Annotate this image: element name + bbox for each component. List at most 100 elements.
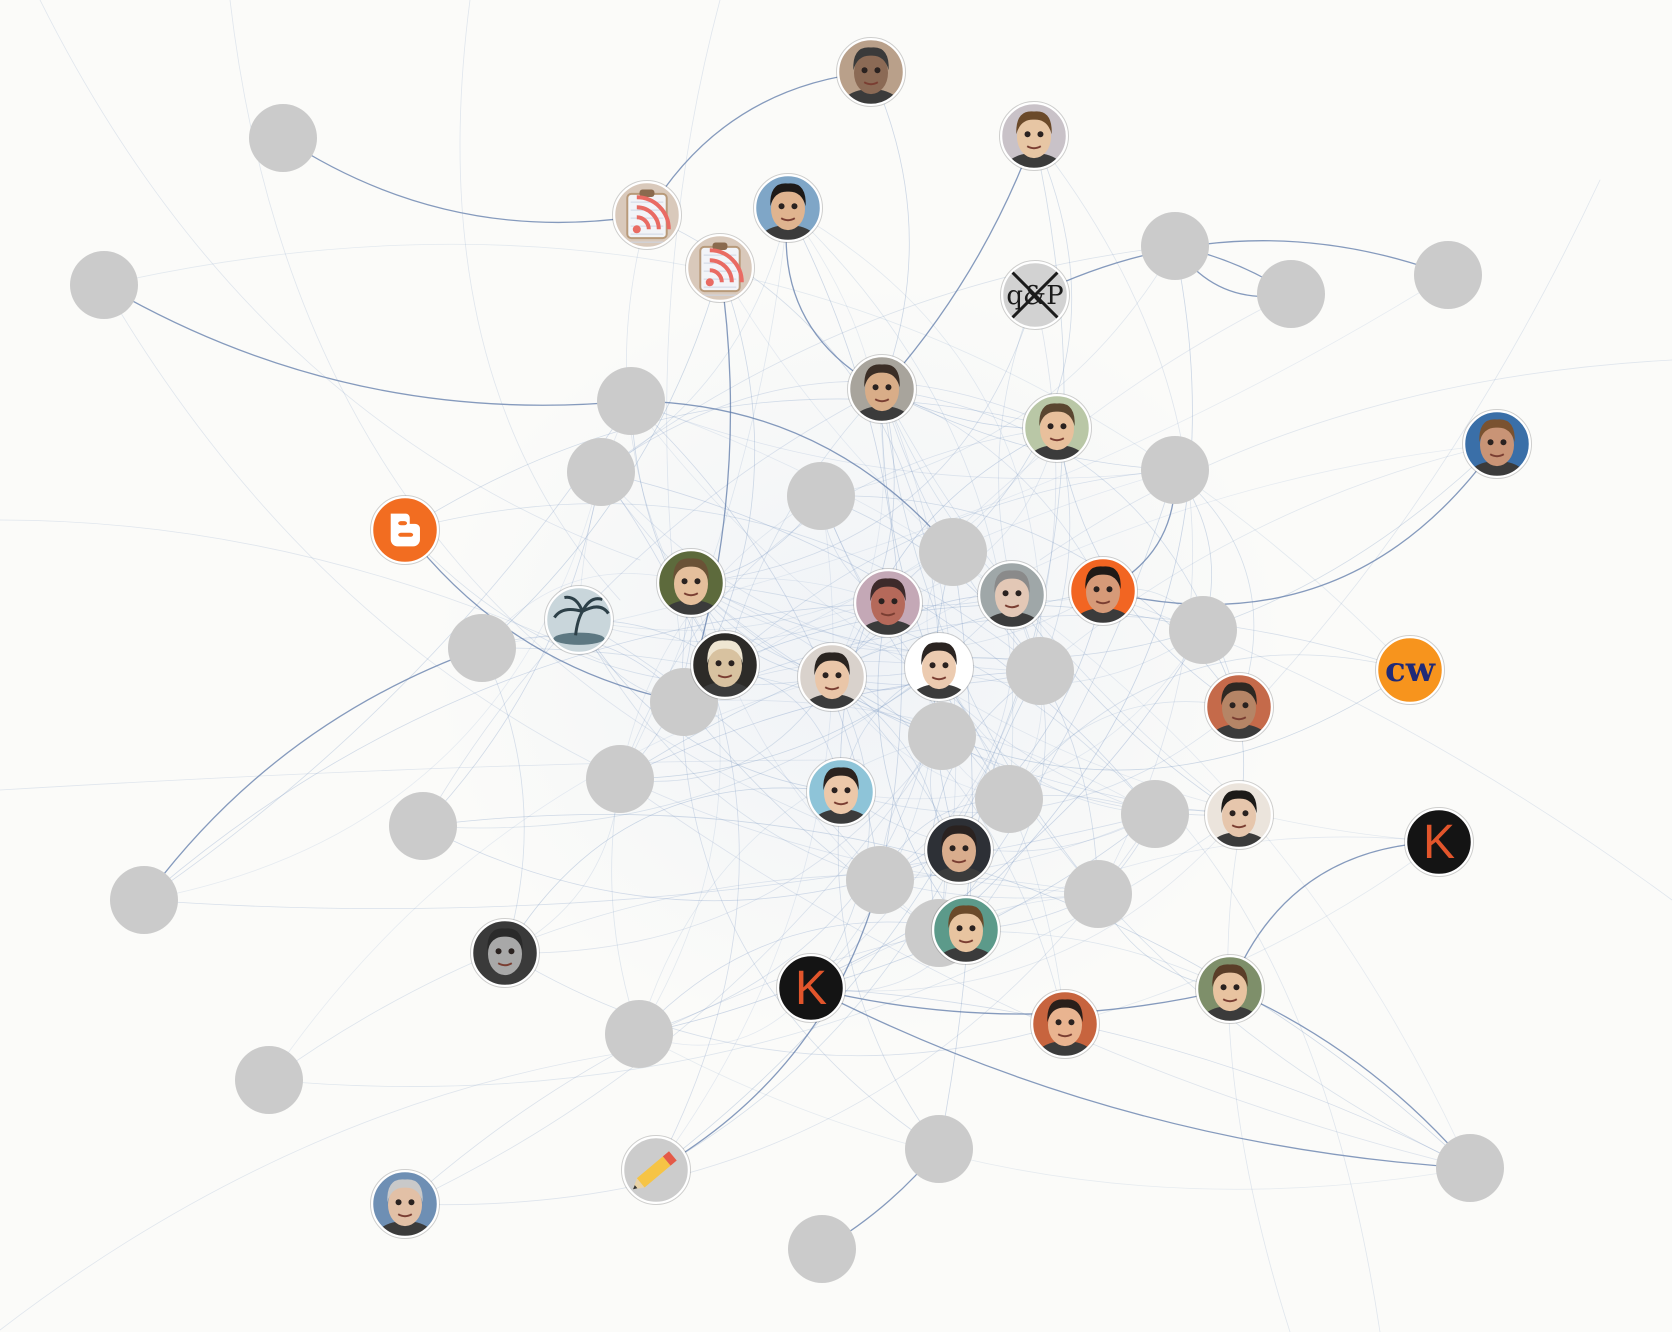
graph-edge xyxy=(404,735,943,1205)
placeholder-node[interactable] xyxy=(1436,1134,1504,1202)
placeholder-node[interactable] xyxy=(597,367,665,435)
graph-edge xyxy=(831,676,945,934)
pencil-node[interactable] xyxy=(621,1135,691,1205)
graph-edge xyxy=(881,135,1035,390)
graph-edge xyxy=(404,529,833,686)
graph-edge xyxy=(1008,654,1411,800)
graph-edge xyxy=(655,879,881,1171)
graph-edge xyxy=(655,135,1065,1171)
graph-edge xyxy=(941,735,1240,816)
placeholder-node[interactable] xyxy=(605,1000,673,1068)
avatar-node[interactable] xyxy=(1068,556,1138,651)
graph-edge xyxy=(881,388,1104,592)
graph-edge xyxy=(422,471,602,827)
placeholder-node[interactable] xyxy=(389,792,457,860)
avatar-node[interactable] xyxy=(690,630,760,725)
avatar-node[interactable] xyxy=(753,173,823,268)
graph-edge xyxy=(143,813,1156,910)
placeholder-node[interactable] xyxy=(1257,260,1325,328)
placeholder-node[interactable] xyxy=(1169,596,1237,664)
k-logo-node[interactable]: K xyxy=(776,953,846,1023)
graph-edge xyxy=(404,813,1156,1206)
placeholder-circle xyxy=(605,1000,673,1068)
placeholder-circle xyxy=(1257,260,1325,328)
placeholder-node[interactable] xyxy=(846,846,914,914)
placeholder-circle xyxy=(908,702,976,770)
placeholder-node[interactable] xyxy=(788,1215,856,1283)
placeholder-circle xyxy=(597,367,665,435)
avatar-node[interactable] xyxy=(924,815,994,910)
placeholder-node[interactable] xyxy=(919,518,987,586)
avatar-node[interactable] xyxy=(1195,954,1265,1049)
placeholder-node[interactable] xyxy=(975,765,1043,833)
avatar-icon xyxy=(1032,991,1098,1057)
placeholder-circle xyxy=(919,518,987,586)
avatar-node[interactable] xyxy=(1204,672,1274,767)
graph-edge xyxy=(1008,701,1240,800)
avatar-node[interactable] xyxy=(853,568,923,663)
pp-logo-text: q&P xyxy=(1006,281,1063,311)
pp-logo-node[interactable]: q&P xyxy=(1000,260,1070,330)
graph-edge xyxy=(459,0,621,601)
avatar-node[interactable] xyxy=(999,101,1069,196)
placeholder-node[interactable] xyxy=(586,745,654,813)
k-logo-node[interactable]: K xyxy=(1404,807,1474,877)
placeholder-node[interactable] xyxy=(1006,637,1074,705)
avatar-node[interactable] xyxy=(847,354,917,449)
graph-edge xyxy=(630,400,954,553)
avatar-node[interactable] xyxy=(1030,989,1100,1084)
palm-island-node[interactable] xyxy=(544,585,614,655)
placeholder-node[interactable] xyxy=(905,1115,973,1183)
placeholder-node[interactable] xyxy=(1064,860,1132,928)
graph-edge xyxy=(938,245,1193,934)
avatar-node[interactable] xyxy=(977,560,1047,655)
avatar-node[interactable] xyxy=(904,632,974,727)
placeholder-node[interactable] xyxy=(1141,436,1209,504)
graph-edge xyxy=(0,1049,641,1331)
graph-edge xyxy=(965,836,1440,931)
blogger-logo-node[interactable] xyxy=(370,495,440,565)
graph-edge xyxy=(638,629,1204,1035)
graph-edge xyxy=(1229,988,1471,1169)
cw-logo-node[interactable]: cw xyxy=(1375,635,1445,705)
placeholder-circle xyxy=(846,846,914,914)
graph-edge xyxy=(630,400,1440,843)
placeholder-node[interactable] xyxy=(249,104,317,172)
placeholder-node[interactable] xyxy=(787,462,855,530)
placeholder-node[interactable] xyxy=(1414,241,1482,309)
avatar-node[interactable] xyxy=(797,642,867,737)
graph-edge xyxy=(1229,841,1440,990)
avatar-node[interactable] xyxy=(470,918,540,1013)
placeholder-circle xyxy=(389,792,457,860)
avatar-node[interactable] xyxy=(806,757,876,852)
graph-edge xyxy=(143,471,602,901)
placeholder-circle xyxy=(249,104,317,172)
graph-edge xyxy=(810,987,1231,1015)
avatar-node[interactable] xyxy=(656,548,726,643)
k-logo-text: K xyxy=(795,962,827,1015)
avatar-node[interactable] xyxy=(1022,393,1092,488)
node-layer: q&P cw K K xyxy=(70,37,1532,1283)
placeholder-node[interactable] xyxy=(235,1046,303,1114)
placeholder-node[interactable] xyxy=(567,438,635,506)
cw-logo-text: cw xyxy=(1385,650,1436,690)
avatar-node[interactable] xyxy=(836,37,906,132)
avatar-node[interactable] xyxy=(1462,409,1532,504)
rss-feed-node[interactable] xyxy=(685,233,755,303)
placeholder-node[interactable] xyxy=(448,614,516,682)
placeholder-node[interactable] xyxy=(110,866,178,934)
avatar-node[interactable] xyxy=(1204,780,1274,875)
avatar-node[interactable] xyxy=(931,895,1001,990)
placeholder-circle xyxy=(1141,212,1209,280)
placeholder-node[interactable] xyxy=(1141,212,1209,280)
placeholder-node[interactable] xyxy=(908,702,976,770)
placeholder-circle xyxy=(975,765,1043,833)
placeholder-circle xyxy=(235,1046,303,1114)
placeholder-circle xyxy=(110,866,178,934)
placeholder-node[interactable] xyxy=(1121,780,1189,848)
avatar-node[interactable] xyxy=(370,1169,440,1264)
rss-feed-node[interactable] xyxy=(612,180,682,250)
placeholder-node[interactable] xyxy=(70,251,138,319)
placeholder-circle xyxy=(905,1115,973,1183)
